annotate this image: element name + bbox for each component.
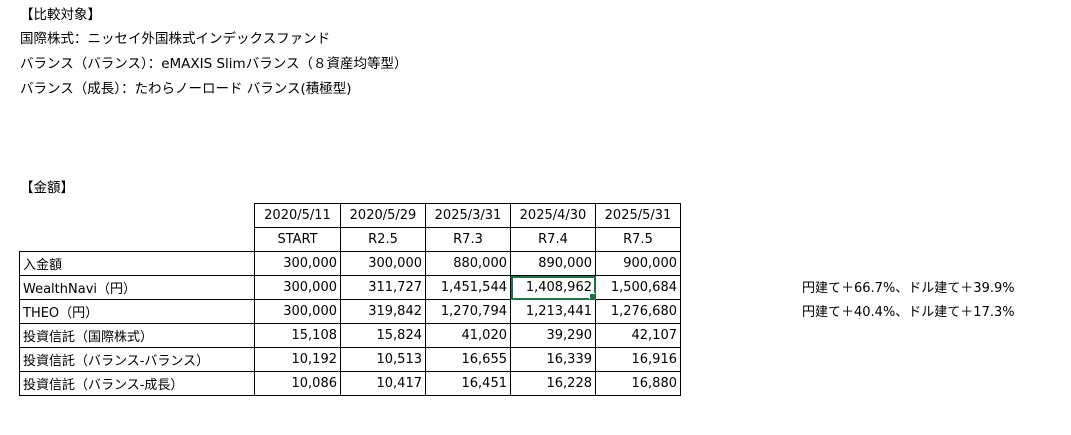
value-cell[interactable]: 16,916 bbox=[595, 347, 681, 372]
value-cell[interactable]: 300,000 bbox=[254, 251, 341, 276]
row-label-cell[interactable]: WealthNavi（円） bbox=[19, 275, 255, 300]
value-cell[interactable]: 300,000 bbox=[340, 251, 426, 276]
value-cell[interactable]: 10,417 bbox=[340, 371, 426, 396]
table-row: 投資信託（バランス-成長） 10,086 10,417 16,451 16,22… bbox=[19, 371, 681, 396]
value-cell[interactable]: 42,107 bbox=[595, 323, 681, 348]
table-row: 投資信託（国際株式） 15,108 15,824 41,020 39,290 4… bbox=[19, 323, 681, 348]
selected-cell[interactable]: 1,408,962 bbox=[510, 275, 596, 300]
era-cell[interactable]: R7.5 bbox=[595, 227, 681, 252]
value-cell[interactable]: 16,451 bbox=[425, 371, 511, 396]
value-cell[interactable]: 880,000 bbox=[425, 251, 511, 276]
era-cell[interactable]: R2.5 bbox=[340, 227, 426, 252]
value-cell[interactable]: 319,842 bbox=[340, 299, 426, 324]
era-cell[interactable]: R7.4 bbox=[510, 227, 596, 252]
value-cell[interactable]: 1,270,794 bbox=[425, 299, 511, 324]
comparison-heading: 【比較対象】 bbox=[20, 7, 101, 23]
row-label-cell[interactable]: 投資信託（国際株式） bbox=[19, 323, 255, 348]
value-cell[interactable]: 890,000 bbox=[510, 251, 596, 276]
value-cell[interactable]: 1,213,441 bbox=[510, 299, 596, 324]
date-cell[interactable]: 2025/4/30 bbox=[510, 203, 596, 228]
row-label-cell[interactable]: 投資信託（バランス-バランス） bbox=[19, 347, 255, 372]
value-cell[interactable]: 1,500,684 bbox=[595, 275, 681, 300]
value-cell[interactable]: 16,880 bbox=[595, 371, 681, 396]
header-empty-cell[interactable] bbox=[20, 228, 255, 252]
era-cell[interactable]: R7.3 bbox=[425, 227, 511, 252]
date-cell[interactable]: 2020/5/29 bbox=[340, 203, 426, 228]
wealthnavi-return-note: 円建て＋66.7%、ドル建て＋39.9% bbox=[802, 281, 1015, 296]
table-row: 投資信託（バランス-バランス） 10,192 10,513 16,655 16,… bbox=[19, 347, 681, 372]
date-cell[interactable]: 2025/3/31 bbox=[425, 203, 511, 228]
value-cell[interactable]: 16,339 bbox=[510, 347, 596, 372]
value-cell[interactable]: 16,655 bbox=[425, 347, 511, 372]
comparison-line-balance-growth: バランス（成長）：たわらノーロード バランス(積極型) bbox=[20, 81, 352, 97]
amount-heading: 【金額】 bbox=[20, 180, 74, 196]
selected-cell-value: 1,408,962 bbox=[525, 280, 592, 295]
table-row-dates: 2020/5/11 2020/5/29 2025/3/31 2025/4/30 … bbox=[20, 203, 681, 228]
table-row: 入金額 300,000 300,000 880,000 890,000 900,… bbox=[19, 251, 681, 276]
header-empty-cell[interactable] bbox=[20, 204, 255, 228]
value-cell[interactable]: 10,086 bbox=[254, 371, 341, 396]
value-cell[interactable]: 15,108 bbox=[254, 323, 341, 348]
value-cell[interactable]: 311,727 bbox=[340, 275, 426, 300]
value-cell[interactable]: 900,000 bbox=[595, 251, 681, 276]
value-cell[interactable]: 39,290 bbox=[510, 323, 596, 348]
row-label-cell[interactable]: 入金額 bbox=[19, 251, 255, 276]
row-label-cell[interactable]: THEO（円） bbox=[19, 299, 255, 324]
amount-table: 2020/5/11 2020/5/29 2025/3/31 2025/4/30 … bbox=[19, 203, 681, 396]
value-cell[interactable]: 1,276,680 bbox=[595, 299, 681, 324]
value-cell[interactable]: 15,824 bbox=[340, 323, 426, 348]
value-cell[interactable]: 41,020 bbox=[425, 323, 511, 348]
fill-handle[interactable] bbox=[589, 293, 595, 299]
row-label-cell[interactable]: 投資信託（バランス-成長） bbox=[19, 371, 255, 396]
date-cell[interactable]: 2025/5/31 bbox=[595, 203, 681, 228]
table-row: WealthNavi（円） 300,000 311,727 1,451,544 … bbox=[19, 275, 681, 300]
comparison-line-balance-balance: バランス（バランス）：eMAXIS Slimバランス（８資産均等型） bbox=[20, 56, 408, 72]
era-cell[interactable]: START bbox=[254, 227, 341, 252]
value-cell[interactable]: 16,228 bbox=[510, 371, 596, 396]
comparison-line-intl-stock: 国際株式：ニッセイ外国株式インデックスファンド bbox=[20, 31, 331, 47]
value-cell[interactable]: 300,000 bbox=[254, 299, 341, 324]
date-cell[interactable]: 2020/5/11 bbox=[254, 203, 341, 228]
value-cell[interactable]: 10,192 bbox=[254, 347, 341, 372]
table-row: THEO（円） 300,000 319,842 1,270,794 1,213,… bbox=[19, 299, 681, 324]
value-cell[interactable]: 1,451,544 bbox=[425, 275, 511, 300]
theo-return-note: 円建て＋40.4%、ドル建て＋17.3% bbox=[802, 305, 1015, 320]
value-cell[interactable]: 300,000 bbox=[254, 275, 341, 300]
value-cell[interactable]: 10,513 bbox=[340, 347, 426, 372]
table-row-eras: START R2.5 R7.3 R7.4 R7.5 bbox=[20, 227, 681, 252]
